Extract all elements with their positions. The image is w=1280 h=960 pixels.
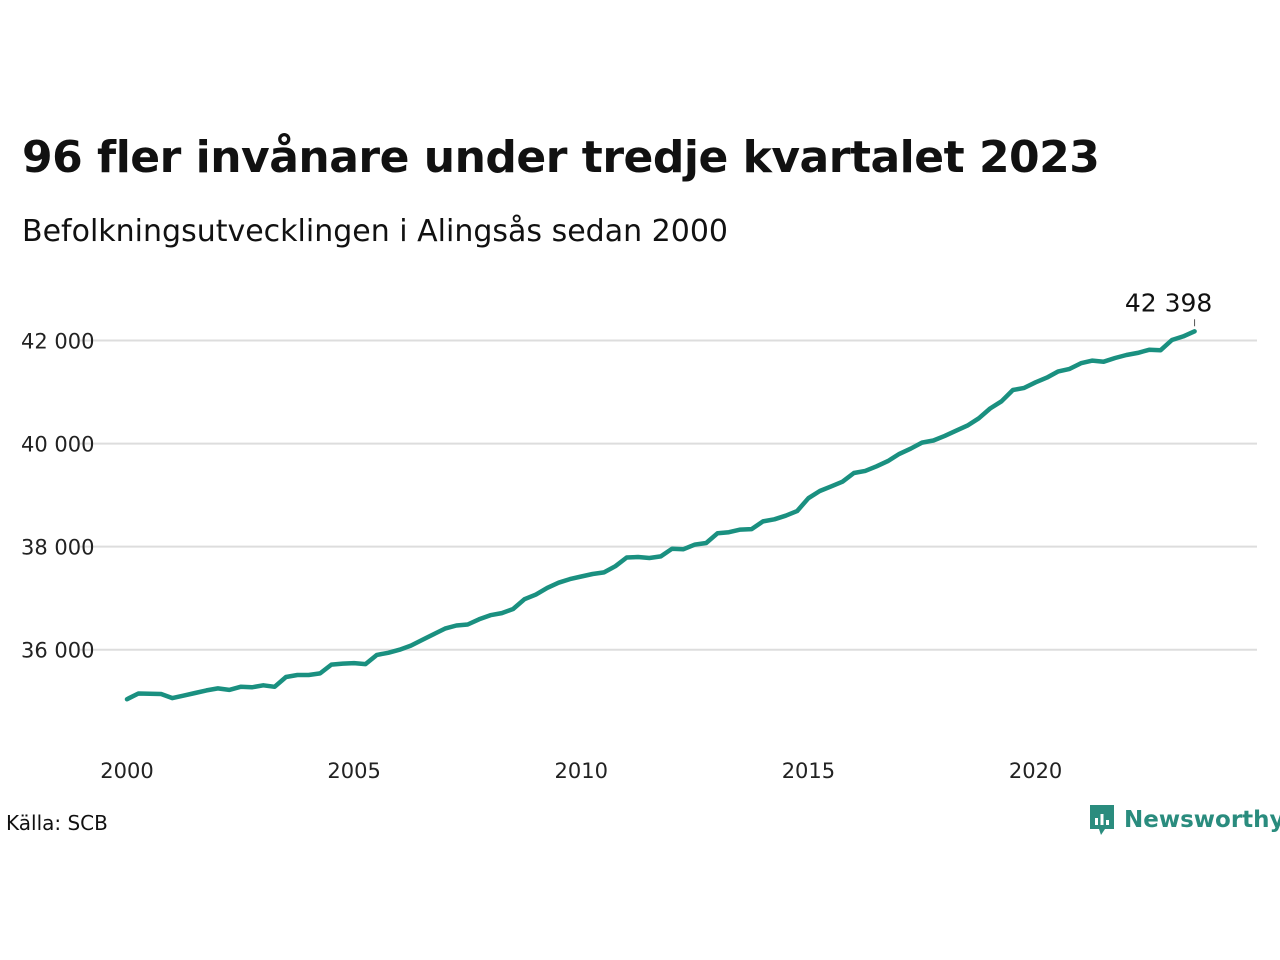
y-tick-label: 36 000 bbox=[21, 639, 94, 663]
population-line bbox=[124, 329, 1197, 702]
y-tick-label: 40 000 bbox=[21, 433, 94, 457]
x-tick-label: 2005 bbox=[327, 759, 380, 783]
x-tick-label: 2000 bbox=[100, 759, 153, 783]
y-axis-ticks: 36 000 38 000 40 000 42 000 bbox=[21, 330, 94, 663]
end-value-label: 42 398 bbox=[1125, 288, 1212, 317]
chart-title: 96 fler invånare under tredje kvartalet … bbox=[22, 132, 1100, 183]
x-tick-label: 2015 bbox=[782, 759, 835, 783]
y-tick-label: 38 000 bbox=[21, 536, 94, 560]
y-tick-label: 42 000 bbox=[21, 330, 94, 354]
source-note: Källa: SCB bbox=[6, 811, 108, 835]
grid-lines bbox=[80, 339, 1257, 651]
brand-name: Newsworthy bbox=[1124, 807, 1280, 833]
x-tick-label: 2020 bbox=[1009, 759, 1062, 783]
newsworthy-logo-icon bbox=[1090, 805, 1114, 835]
x-tick-label: 2010 bbox=[555, 759, 608, 783]
x-axis-ticks: 2000 2005 2010 2015 2020 bbox=[100, 759, 1062, 783]
chart-subtitle: Befolkningsutvecklingen i Alingsås sedan… bbox=[22, 214, 728, 249]
brand-logo: Newsworthy bbox=[1088, 803, 1280, 837]
